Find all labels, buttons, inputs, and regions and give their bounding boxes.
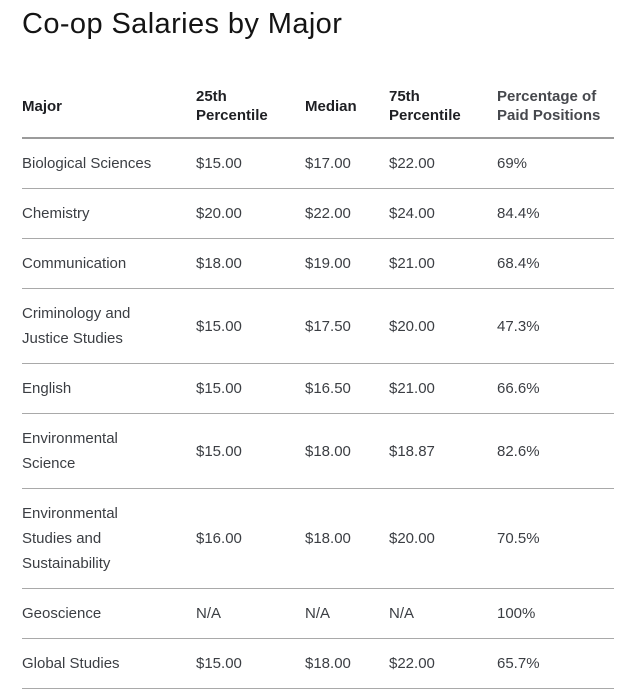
major-cell: Environmental Studies and Sustainability <box>22 488 196 589</box>
major-cell: Environmental Science <box>22 413 196 489</box>
paid-pct-cell: 68.4% <box>497 238 614 289</box>
p75-cell: $18.87 <box>389 413 497 489</box>
column-header-median: Median <box>305 75 389 139</box>
table-header-row: Major 25th Percentile Median 75th Percen… <box>22 75 614 139</box>
table-row: Chemistry $20.00 $22.00 $24.00 84.4% <box>22 188 614 239</box>
p25-cell: $15.00 <box>196 638 305 689</box>
p75-cell: $22.00 <box>389 638 497 689</box>
p25-cell: $20.00 <box>196 188 305 239</box>
median-cell: N/A <box>305 588 389 639</box>
major-cell: English <box>22 363 196 414</box>
table-row: Environmental Studies and Sustainability… <box>22 488 614 589</box>
table-row: Geoscience N/A N/A N/A 100% <box>22 588 614 639</box>
table-header: Major 25th Percentile Median 75th Percen… <box>22 75 614 139</box>
p75-cell: N/A <box>389 588 497 639</box>
table-row: Biological Sciences $15.00 $17.00 $22.00 69% <box>22 138 614 189</box>
major-cell: Criminology and Justice Studies <box>22 288 196 364</box>
column-header-major: Major <box>22 75 196 139</box>
paid-pct-cell: 84.4% <box>497 188 614 239</box>
p25-cell: N/A <box>196 588 305 639</box>
median-cell: $18.00 <box>305 638 389 689</box>
p75-cell: $20.00 <box>389 488 497 589</box>
median-cell: $18.00 <box>305 413 389 489</box>
column-header-25th-percentile: 25th Percentile <box>196 75 305 139</box>
median-cell: $16.50 <box>305 363 389 414</box>
paid-pct-cell: 70.5% <box>497 488 614 589</box>
median-cell: $17.50 <box>305 288 389 364</box>
p25-cell: $15.00 <box>196 413 305 489</box>
column-header-75th-percentile: 75th Percentile <box>389 75 497 139</box>
table-row: Global Studies $15.00 $18.00 $22.00 65.7% <box>22 638 614 689</box>
paid-pct-cell: 69% <box>497 138 614 189</box>
p25-cell: $18.00 <box>196 238 305 289</box>
p25-cell: $15.00 <box>196 138 305 189</box>
median-cell: $22.00 <box>305 188 389 239</box>
paid-pct-cell: 82.6% <box>497 413 614 489</box>
p75-cell: $21.00 <box>389 238 497 289</box>
table-body: Biological Sciences $15.00 $17.00 $22.00 69%… <box>22 138 614 689</box>
paid-pct-cell: 66.6% <box>497 363 614 414</box>
coop-salaries-table: Major 25th Percentile Median 75th Percen… <box>22 75 614 689</box>
table-row: English $15.00 $16.50 $21.00 66.6% <box>22 363 614 414</box>
page-title: Co-op Salaries by Major <box>22 8 343 40</box>
p75-cell: $22.00 <box>389 138 497 189</box>
major-cell: Communication <box>22 238 196 289</box>
median-cell: $17.00 <box>305 138 389 189</box>
p25-cell: $15.00 <box>196 288 305 364</box>
table-row: Environmental Science $15.00 $18.00 $18.87 8… <box>22 413 614 489</box>
p25-cell: $16.00 <box>196 488 305 589</box>
major-cell: Geoscience <box>22 588 196 639</box>
p75-cell: $20.00 <box>389 288 497 364</box>
table-row: Criminology and Justice Studies $15.00 $17… <box>22 288 614 364</box>
paid-pct-cell: 47.3% <box>497 288 614 364</box>
major-cell: Chemistry <box>22 188 196 239</box>
p75-cell: $21.00 <box>389 363 497 414</box>
p25-cell: $15.00 <box>196 363 305 414</box>
median-cell: $18.00 <box>305 488 389 589</box>
median-cell: $19.00 <box>305 238 389 289</box>
paid-pct-cell: 100% <box>497 588 614 639</box>
major-cell: Global Studies <box>22 638 196 689</box>
major-cell: Biological Sciences <box>22 138 196 189</box>
table-row: Communication $18.00 $19.00 $21.00 68.4% <box>22 238 614 289</box>
p75-cell: $24.00 <box>389 188 497 239</box>
paid-pct-cell: 65.7% <box>497 638 614 689</box>
column-header-paid-positions: Percentage of Paid Positions <box>497 75 614 139</box>
